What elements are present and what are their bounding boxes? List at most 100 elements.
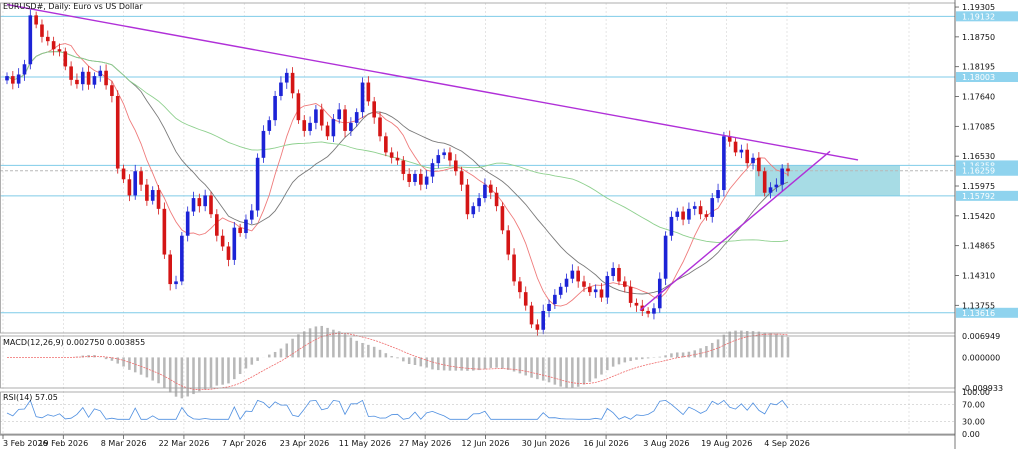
candle	[780, 164, 784, 192]
candle	[622, 276, 627, 293]
candle	[244, 214, 248, 239]
candle-body	[86, 71, 91, 85]
candle	[518, 276, 522, 299]
candle-body	[238, 227, 242, 234]
candle-body	[710, 198, 715, 217]
candle-body	[523, 292, 528, 306]
level-tag-label: 1.13616	[962, 309, 995, 318]
candle	[127, 174, 132, 202]
candle	[762, 167, 767, 197]
candle	[465, 178, 470, 220]
candle	[669, 211, 674, 241]
candle	[716, 183, 720, 203]
candle-body	[413, 173, 417, 182]
candle-body	[115, 95, 120, 169]
candle-body	[372, 101, 376, 118]
candle	[547, 299, 551, 318]
candle-body	[488, 184, 493, 193]
candle	[133, 164, 138, 200]
candle	[413, 170, 417, 186]
candle-body	[244, 219, 248, 234]
candle-body	[180, 235, 184, 282]
candle	[57, 43, 62, 57]
candle-body	[384, 136, 388, 153]
candle	[430, 158, 435, 183]
candle	[45, 30, 50, 46]
candle-body	[92, 76, 97, 85]
candle	[488, 180, 493, 200]
candle-body	[267, 120, 272, 131]
candle-body	[80, 71, 85, 85]
candle-body	[786, 168, 790, 172]
candle-body	[337, 109, 342, 120]
candle-body	[168, 254, 173, 285]
candle	[267, 116, 272, 135]
candle-body	[698, 206, 703, 215]
candle-body	[453, 160, 458, 172]
candle	[284, 68, 289, 89]
candle	[366, 76, 371, 106]
candle-body	[564, 278, 569, 287]
candle	[663, 231, 668, 286]
candle-body	[314, 109, 318, 123]
candle-body	[692, 206, 697, 209]
candle	[104, 64, 108, 90]
candle	[98, 65, 103, 82]
candle	[494, 187, 499, 212]
x-tick-label: 19 Aug 2026	[701, 439, 752, 448]
chart-title: EURUSD#, Daily: Euro vs US Dollar	[3, 2, 143, 11]
candle-body	[722, 136, 726, 191]
candle	[40, 19, 44, 43]
candle	[459, 166, 464, 192]
candle	[255, 153, 260, 217]
candle	[593, 284, 598, 298]
candle	[261, 125, 266, 163]
level-tag-label: 1.18003	[962, 73, 995, 82]
y-tick-label: 1.15975	[962, 182, 995, 191]
candle	[5, 72, 9, 85]
candle	[319, 103, 324, 131]
candle-body	[57, 49, 62, 52]
candle-body	[279, 82, 283, 96]
candle-body	[593, 289, 598, 293]
candle	[325, 121, 330, 141]
candle	[681, 206, 685, 226]
candle	[180, 231, 184, 286]
candle-body	[360, 82, 365, 113]
candle-body	[249, 210, 254, 220]
candle-body	[354, 112, 359, 123]
candle	[174, 275, 178, 290]
x-tick-label: 11 May 2026	[339, 439, 391, 448]
candle-body	[512, 254, 516, 282]
candle	[63, 47, 68, 71]
y-tick-label: 1.18195	[962, 63, 995, 72]
candle	[150, 186, 155, 205]
candle-body	[628, 286, 633, 303]
candle-body	[494, 192, 499, 207]
candle-body	[588, 286, 592, 293]
candle-body	[663, 235, 668, 279]
y-tick-label: 1.14310	[962, 271, 995, 280]
candle	[290, 67, 295, 99]
candle-body	[716, 190, 720, 199]
candle-body	[51, 41, 56, 50]
candle	[564, 273, 569, 293]
candle-body	[366, 82, 371, 102]
candle-body	[535, 324, 540, 330]
candle	[436, 149, 441, 169]
y-tick-label: 1.15420	[962, 212, 995, 221]
candle	[751, 153, 755, 170]
candle-body	[22, 64, 27, 75]
candle	[628, 280, 633, 308]
candle	[296, 89, 301, 124]
candle	[541, 304, 546, 335]
x-tick-label: 27 May 2026	[399, 439, 451, 448]
y-tick-label: 1.18750	[962, 33, 995, 42]
candle	[139, 166, 143, 192]
candle-body	[687, 208, 691, 220]
candle	[156, 184, 161, 215]
candle	[220, 229, 225, 251]
macd-label: MACD(12,26,9) 0.002750 0.003855	[3, 338, 145, 347]
